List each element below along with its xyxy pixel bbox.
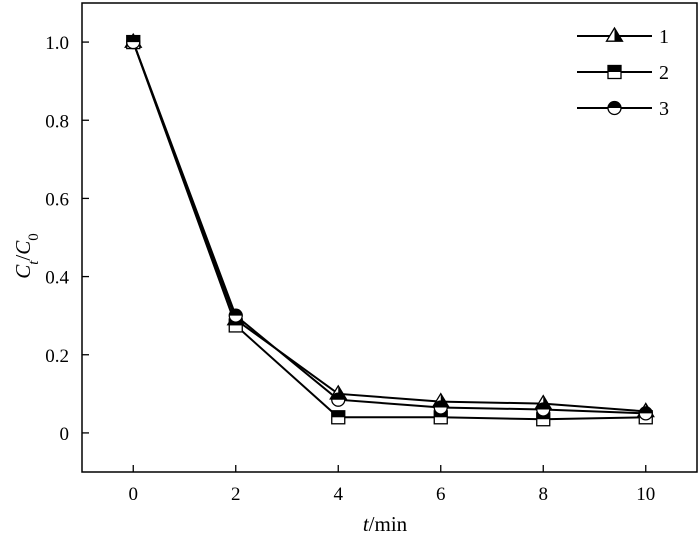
legend-item-1: 1 bbox=[577, 26, 669, 48]
x-tick-label: 4 bbox=[334, 484, 344, 505]
series-line-1 bbox=[132, 41, 646, 413]
legend-label: 3 bbox=[659, 98, 669, 120]
x-tick-label: 8 bbox=[539, 484, 549, 505]
legend-marker bbox=[607, 64, 622, 80]
legend-item-3: 3 bbox=[577, 98, 669, 120]
series-line-3 bbox=[132, 41, 646, 415]
legend-label: 1 bbox=[659, 26, 669, 48]
y-tick-label: 0.4 bbox=[45, 268, 69, 289]
series-3-point-5 bbox=[638, 406, 653, 421]
series-3-point-1 bbox=[228, 308, 243, 323]
x-tick-label: 10 bbox=[636, 484, 655, 505]
legend-label: 2 bbox=[659, 62, 669, 84]
series-line-2 bbox=[132, 41, 646, 421]
series-3-point-0 bbox=[126, 34, 141, 50]
plot-frame bbox=[81, 2, 698, 473]
y-tick-label: 0.8 bbox=[45, 111, 69, 132]
x-axis-title: t/min bbox=[363, 512, 408, 536]
x-tick-label: 2 bbox=[231, 484, 241, 505]
x-tick-label: 6 bbox=[436, 484, 446, 505]
legend-marker bbox=[605, 26, 624, 42]
legend-marker bbox=[607, 100, 622, 116]
legend-item-2: 2 bbox=[577, 62, 669, 84]
y-axis-title: Ct/C0 bbox=[11, 233, 42, 279]
series-3-point-3 bbox=[433, 400, 448, 415]
series-3-point-4 bbox=[536, 402, 551, 417]
y-tick-label: 0.6 bbox=[45, 189, 69, 210]
y-tick-label: 0 bbox=[60, 424, 70, 445]
y-tick-label: 0.2 bbox=[45, 346, 69, 367]
x-tick-label: 0 bbox=[129, 484, 139, 505]
y-tick-label: 1.0 bbox=[45, 33, 69, 54]
series-3-point-2 bbox=[331, 392, 346, 407]
series-2-point-2 bbox=[331, 410, 346, 425]
legend: 1 2 3 bbox=[577, 26, 669, 120]
